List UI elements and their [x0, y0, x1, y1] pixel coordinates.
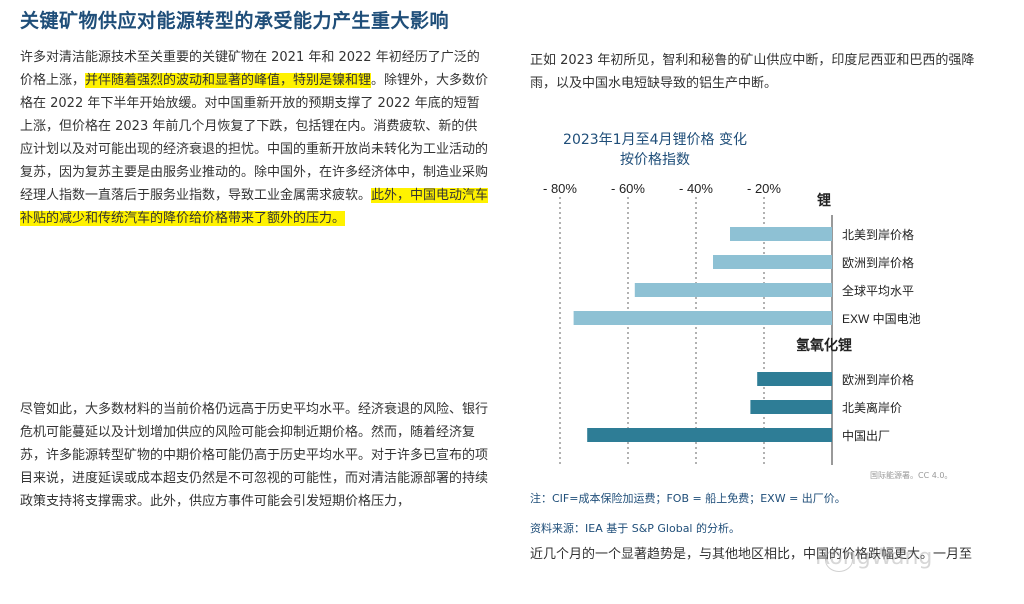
group-label: 锂 [817, 192, 831, 208]
tick-label: - 20% [747, 181, 781, 196]
para1-text-a: 许多对清洁能源技术至关重要的关键矿物在 2021 年和 2022 年初经历了广泛… [20, 50, 480, 88]
chart-title-line2: 按价格指数 [620, 152, 690, 168]
bar-label: 中国出厂 [842, 428, 890, 443]
bar-label: 欧洲到岸价格 [842, 372, 914, 387]
tick-label: - 80% [543, 181, 577, 196]
bar [757, 372, 832, 386]
lithium-price-chart: - 80% - 60% - 40% - 20% 锂北美到岸价格欧洲到岸价格全球平均水平… [543, 181, 921, 465]
chart-note: 注：CIF=成本保险加运费；FOB = 船上免费；EXW = 出厂价。 [530, 492, 846, 505]
group-label: 氢氧化锂 [796, 337, 852, 353]
bar-label: 欧洲到岸价格 [842, 255, 914, 270]
bar [634, 283, 832, 297]
watermark-text: RongWang [815, 545, 933, 570]
para1-highlight-a: 并伴随着强烈的波动和显著的峰值，特别是镍和锂 [85, 73, 372, 88]
bar [587, 428, 832, 442]
page-title: 关键矿物供应对能源转型的承受能力产生重大影响 [20, 10, 450, 32]
chart-bars [573, 227, 832, 442]
bar-label: 北美到岸价格 [842, 227, 914, 242]
tick-label: - 60% [611, 181, 645, 196]
paragraph-supply-disruptions: 正如 2023 年初所见，智利和秘鲁的矿山供应中断，印度尼西亚和巴西的强降雨，以… [530, 53, 975, 91]
watermark-icon [825, 548, 853, 572]
bar-label: 全球平均水平 [842, 283, 914, 298]
chart-tick-labels: - 80% - 60% - 40% - 20% [543, 181, 781, 196]
chart-title: 2023年1月至4月锂价格 变化 按价格指数 [540, 130, 770, 170]
bar [573, 311, 832, 325]
paragraph-china-trend: 近几个月的一个显著趋势是，与其他地区相比，中国的价格跌幅更大。一月至 [530, 547, 973, 562]
chart-title-line1: 2023年1月至4月锂价格 变化 [563, 132, 747, 148]
chart-source: 资料来源：IEA 基于 S&P Global 的分析。 [530, 522, 740, 535]
bar-label: 北美离岸价 [842, 400, 902, 415]
bar [713, 255, 832, 269]
paragraph-price-trends: 许多对清洁能源技术至关重要的关键矿物在 2021 年和 2022 年初经历了广泛… [20, 46, 490, 230]
license-text: 国际能源署。CC 4.0。 [870, 471, 953, 480]
paragraph-current-prices: 尽管如此，大多数材料的当前价格仍远高于历史平均水平。经济衰退的风险、银行危机可能… [20, 402, 489, 509]
bar [750, 400, 832, 414]
para1-text-b: 。除锂外，大多数价格在 2022 年下半年开始放缓。对中国重新开放的预期支撑了 … [20, 73, 489, 203]
tick-label: - 40% [679, 181, 713, 196]
bar [730, 227, 832, 241]
bar-label: EXW 中国电池 [842, 311, 921, 326]
